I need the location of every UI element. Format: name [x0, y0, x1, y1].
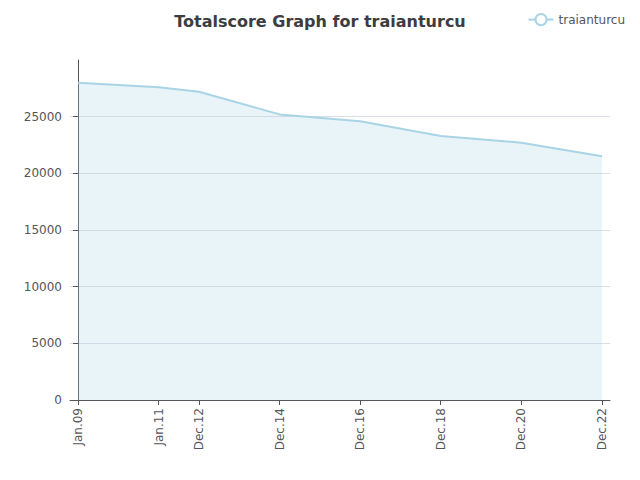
svg-text:Dec.20: Dec.20 — [514, 408, 528, 450]
svg-text:Dec.12: Dec.12 — [192, 408, 206, 450]
svg-text:25000: 25000 — [24, 110, 62, 124]
svg-text:Jan.09: Jan.09 — [71, 408, 85, 447]
svg-text:Totalscore Graph for traiantur: Totalscore Graph for traianturcu — [174, 12, 465, 31]
svg-text:10000: 10000 — [24, 280, 62, 294]
svg-text:Dec.16: Dec.16 — [353, 408, 367, 450]
svg-text:traianturcu: traianturcu — [559, 13, 625, 27]
svg-text:Jan.11: Jan.11 — [152, 408, 166, 447]
svg-text:Dec.14: Dec.14 — [273, 408, 287, 450]
svg-text:15000: 15000 — [24, 223, 62, 237]
svg-text:0: 0 — [54, 393, 62, 407]
svg-text:5000: 5000 — [31, 336, 62, 350]
svg-text:Dec.22: Dec.22 — [595, 408, 609, 450]
svg-text:20000: 20000 — [24, 166, 62, 180]
svg-text:Dec.18: Dec.18 — [434, 408, 448, 450]
